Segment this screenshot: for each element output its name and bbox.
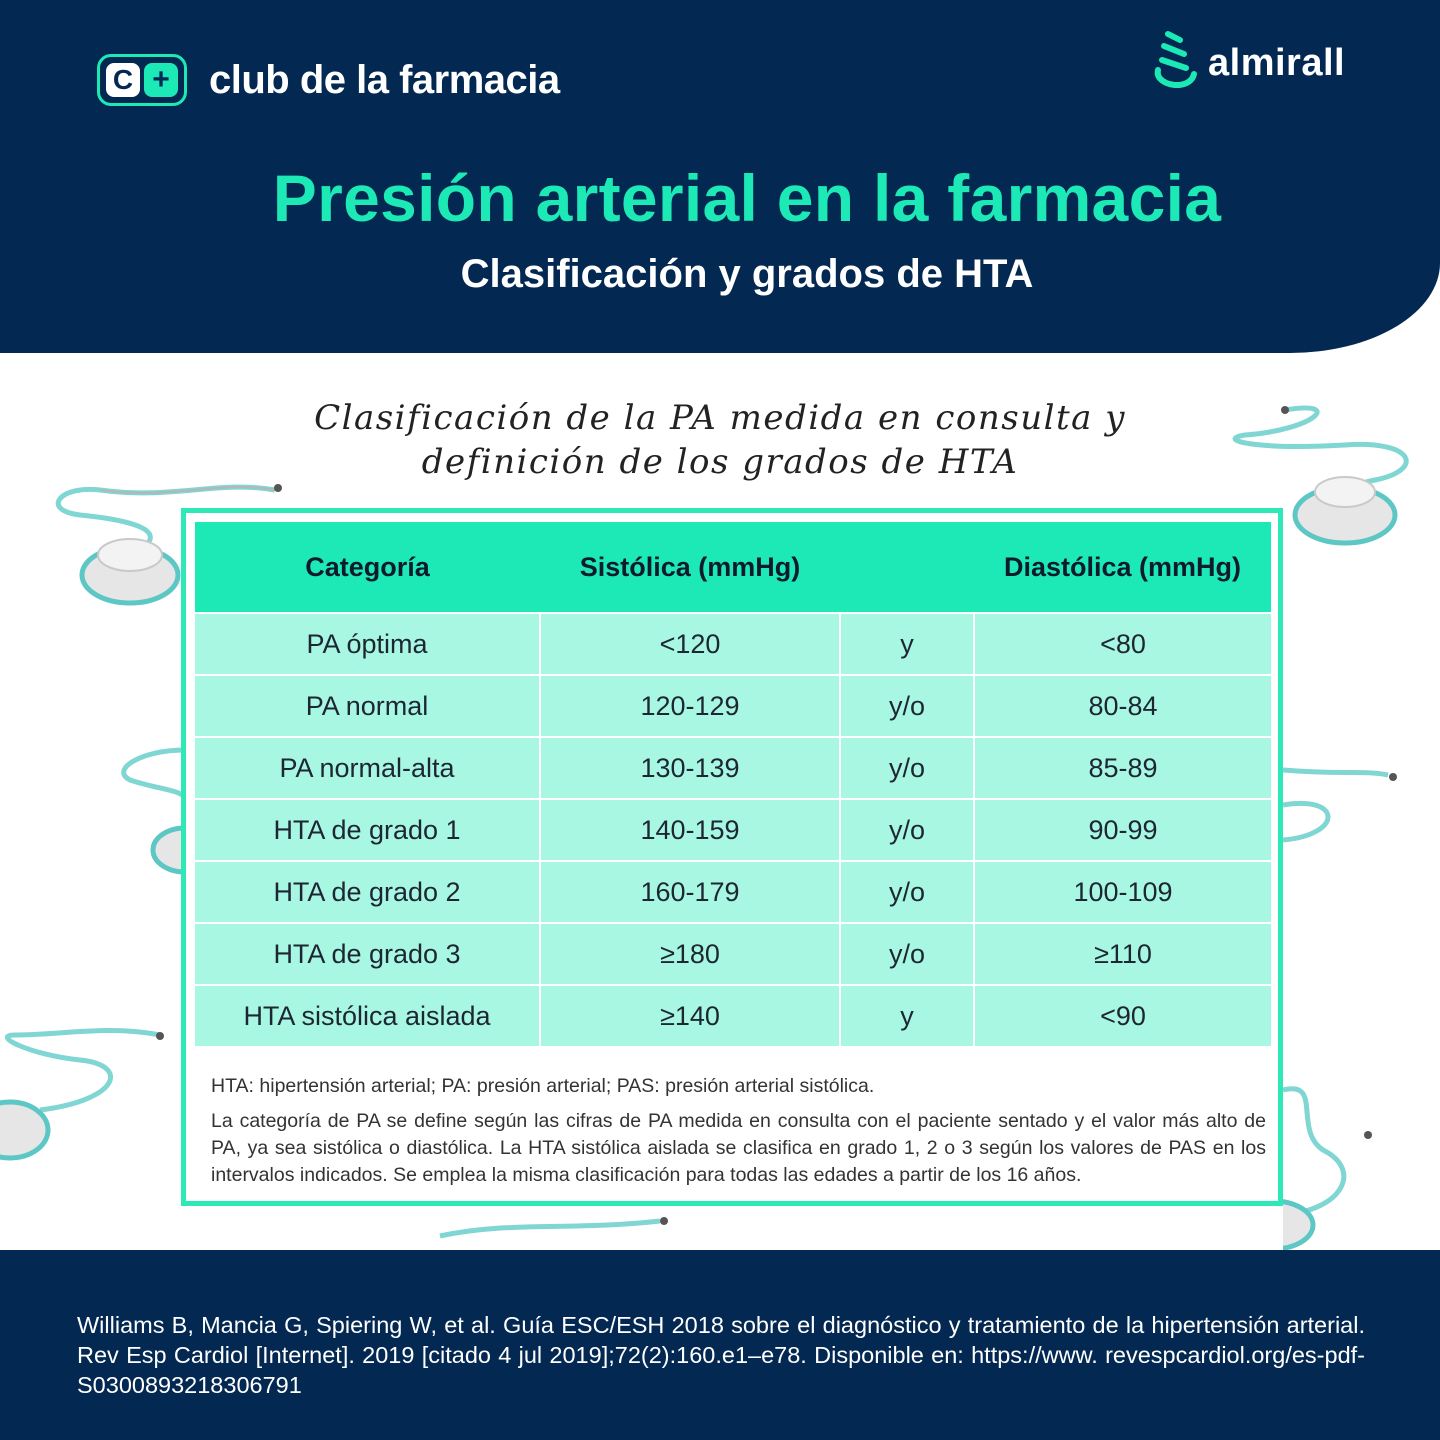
cell-systolic: 130-139 — [540, 736, 841, 799]
footer-banner: Williams B, Mancia G, Spiering W, et al.… — [0, 1250, 1440, 1440]
cell-category: HTA de grado 2 — [195, 860, 541, 923]
cell-category: HTA de grado 3 — [195, 922, 541, 985]
column-header-systolic: Sistólica (mmHg) — [540, 522, 840, 613]
cell-category: HTA de grado 1 — [195, 798, 541, 861]
club-logo-symbol: + — [144, 63, 178, 97]
table-row: PA normal-alta 130-139 y/o 85-89 — [195, 736, 1271, 799]
cell-systolic: 120-129 — [540, 674, 841, 737]
almirall-logo-icon — [1150, 30, 1200, 96]
cell-systolic: 140-159 — [540, 798, 841, 861]
classification-note: La categoría de PA se define según las c… — [211, 1110, 1266, 1186]
cell-connector: y/o — [840, 860, 975, 923]
club-logo-name: club de la farmacia — [209, 57, 560, 102]
cell-connector: y/o — [840, 922, 975, 985]
cell-systolic: ≥140 — [540, 984, 841, 1046]
cell-category: PA óptima — [195, 612, 541, 675]
stethoscope-illustration — [55, 484, 282, 606]
cell-diastolic: <90 — [974, 984, 1271, 1046]
table-row: PA normal 120-129 y/o 80-84 — [195, 674, 1271, 737]
cell-systolic: ≥180 — [540, 922, 841, 985]
table-footnotes: HTA: hipertensión arterial; PA: presión … — [211, 1073, 1266, 1197]
stethoscope-illustration — [1232, 405, 1409, 546]
cell-systolic: 160-179 — [540, 860, 841, 923]
cell-category: PA normal-alta — [195, 736, 541, 799]
column-header-diastolic: Diastólica (mmHg) — [974, 522, 1271, 613]
stethoscope-illustration — [439, 1217, 668, 1239]
club-logo-icon: C + — [97, 54, 187, 106]
bibliographic-reference: Williams B, Mancia G, Spiering W, et al.… — [77, 1312, 1365, 1398]
table-row: HTA de grado 3 ≥180 y/o ≥110 — [195, 922, 1271, 985]
cell-diastolic: 80-84 — [974, 674, 1271, 737]
table-header-row: Categoría Sistólica (mmHg) Diastólica (m… — [195, 522, 1271, 613]
header-banner: C + club de la farmacia almirall Presión… — [0, 0, 1440, 353]
cell-diastolic: <80 — [974, 612, 1271, 675]
club-logo-letter: C — [106, 63, 140, 97]
stethoscope-illustration — [0, 1028, 164, 1161]
club-logo[interactable]: C + club de la farmacia — [97, 51, 560, 109]
abbreviations-note: HTA: hipertensión arterial; PA: presión … — [211, 1075, 875, 1097]
page-subtitle: Clasificación y grados de HTA — [460, 252, 1034, 296]
cell-connector: y/o — [840, 798, 975, 861]
cell-category: PA normal — [195, 674, 541, 737]
cell-diastolic: 85-89 — [974, 736, 1271, 799]
almirall-logo-name: almirall — [1208, 41, 1346, 84]
cell-diastolic: 100-109 — [974, 860, 1271, 923]
stethoscope-illustration — [1283, 767, 1397, 843]
page-title: Presión arterial en la farmacia — [272, 161, 1222, 235]
stethoscope-illustration — [121, 747, 190, 875]
classification-table: Categoría Sistólica (mmHg) Diastólica (m… — [195, 522, 1271, 1046]
table-heading-line: Clasificación de la PA medida en consult… — [314, 398, 1126, 438]
almirall-logo[interactable]: almirall — [1150, 30, 1345, 96]
cell-connector: y — [840, 612, 975, 675]
stethoscope-illustration — [1283, 1086, 1372, 1250]
cell-connector: y/o — [840, 736, 975, 799]
table-row: HTA sistólica aislada ≥140 y <90 — [195, 984, 1271, 1046]
cell-diastolic: 90-99 — [974, 798, 1271, 861]
cell-diastolic: ≥110 — [974, 922, 1271, 985]
column-header-connector — [840, 522, 974, 613]
table-row: HTA de grado 1 140-159 y/o 90-99 — [195, 798, 1271, 861]
table-row: HTA de grado 2 160-179 y/o 100-109 — [195, 860, 1271, 923]
column-header-category: Categoría — [195, 522, 540, 613]
cell-connector: y — [840, 984, 975, 1046]
table-row: PA óptima <120 y <80 — [195, 612, 1271, 675]
cell-category: HTA sistólica aislada — [195, 984, 541, 1046]
cell-systolic: <120 — [540, 612, 841, 675]
cell-connector: y/o — [840, 674, 975, 737]
classification-card: Categoría Sistólica (mmHg) Diastólica (m… — [181, 508, 1283, 1206]
table-heading-line: definición de los grados de HTA — [421, 442, 1019, 482]
table-heading: Clasificación de la PA medida en consult… — [200, 396, 1240, 484]
